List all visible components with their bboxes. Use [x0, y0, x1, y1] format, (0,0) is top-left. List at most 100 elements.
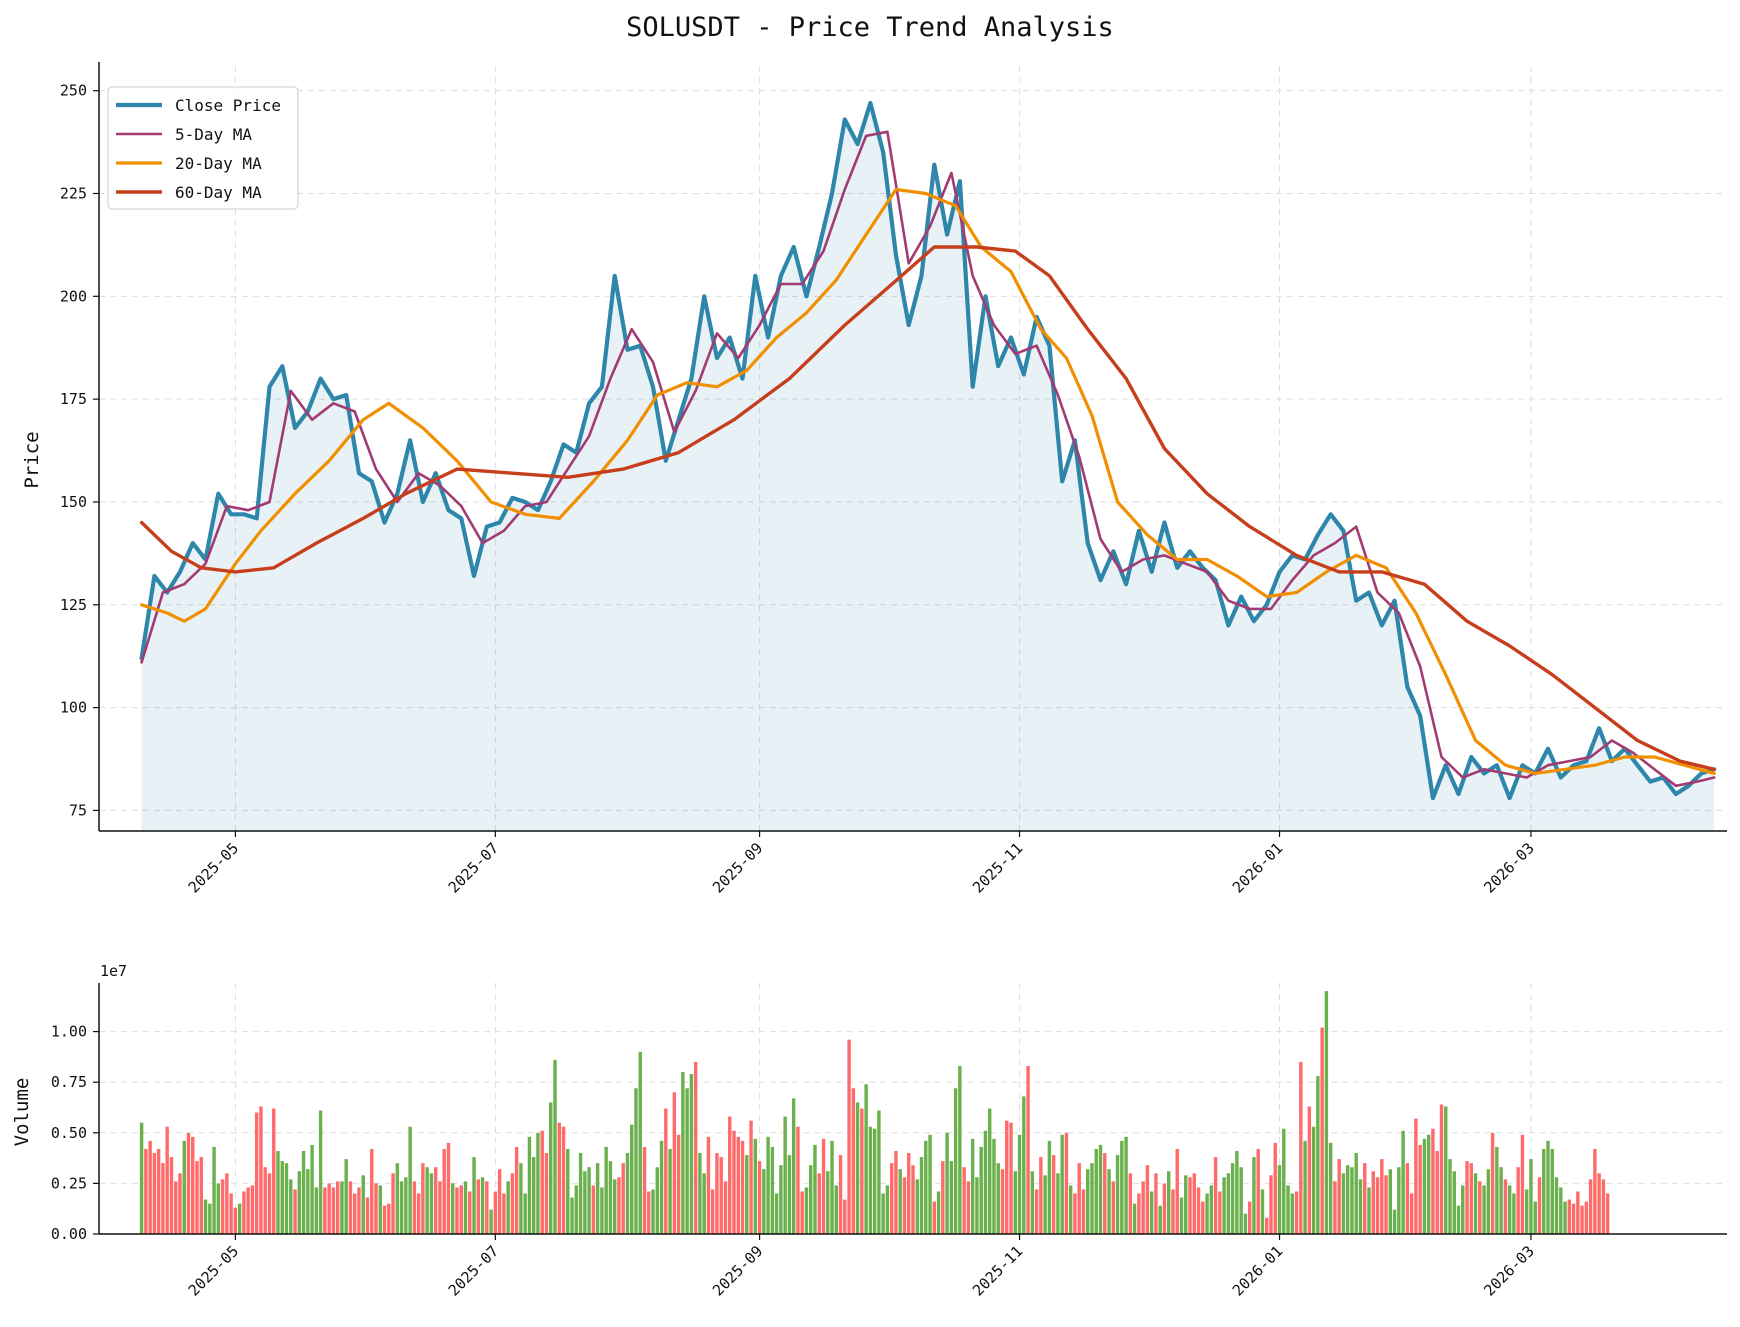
- volume-bar-down: [485, 1181, 489, 1234]
- volume-bar-down: [1371, 1171, 1375, 1234]
- volume-bar-down: [510, 1173, 515, 1234]
- volume-bar-down: [225, 1173, 229, 1234]
- price-y-tick-label: 175: [60, 390, 87, 408]
- volume-bar-down: [1605, 1193, 1610, 1234]
- volume-bar-down: [838, 1155, 843, 1234]
- volume-bar-down: [1439, 1104, 1444, 1234]
- volume-bar-up: [566, 1148, 570, 1234]
- volume-bar-up: [783, 1116, 787, 1234]
- volume-bar-up: [774, 1193, 779, 1234]
- volume-bar-down: [357, 1187, 361, 1234]
- volume-bar-up: [881, 1193, 885, 1234]
- volume-bar-up: [1507, 1185, 1512, 1234]
- volume-bar-up: [1486, 1169, 1491, 1234]
- price-x-ticks: 2025-05 2025-07 2025-09 2025-11 2026-01 2026-…: [185, 831, 1538, 897]
- volume-bar-up: [1022, 1096, 1026, 1234]
- volume-bar-up: [489, 1209, 493, 1234]
- volume-offset-label: 1e7: [100, 962, 127, 980]
- volume-bar-down: [907, 1153, 911, 1234]
- volume-bar-up: [996, 1163, 1000, 1234]
- price-y-ticks: 75 100 125 150 175 200 225 250: [60, 82, 99, 819]
- volume-bar-up: [787, 1155, 792, 1234]
- volume-bar-down: [894, 1151, 898, 1234]
- volume-bar-down: [1145, 1165, 1150, 1234]
- volume-bar-down: [1256, 1148, 1260, 1234]
- volume-bar-down: [642, 1146, 647, 1234]
- close-price-fill: [141, 103, 1715, 831]
- volume-bar-up: [404, 1177, 408, 1234]
- volume-bar-up: [1397, 1167, 1401, 1234]
- volume-bar-up: [1456, 1205, 1461, 1234]
- volume-bar-down: [1337, 1159, 1341, 1234]
- volume-bar-down: [327, 1183, 331, 1234]
- price-x-tick-label: 2026-01: [1229, 839, 1286, 896]
- volume-bar-up: [651, 1189, 655, 1234]
- price-y-tick-label: 225: [60, 185, 87, 203]
- volume-bar-up: [1529, 1159, 1533, 1234]
- volume-bar-up: [1452, 1171, 1456, 1234]
- volume-bar-down: [1265, 1217, 1269, 1234]
- legend-box: [107, 86, 299, 210]
- volume-y-tick-label: 0.25: [51, 1174, 87, 1192]
- volume-bar-up: [289, 1179, 293, 1234]
- volume-bar-down: [1141, 1181, 1145, 1234]
- volume-x-tick-label: 2026-03: [1480, 1242, 1537, 1299]
- volume-bar-up: [1252, 1157, 1256, 1234]
- volume-bar-up: [310, 1144, 314, 1234]
- volume-bar-down: [1384, 1175, 1388, 1234]
- volume-bar-up: [1226, 1173, 1231, 1234]
- volume-bar-up: [762, 1169, 766, 1234]
- volume-bar-down: [497, 1169, 502, 1234]
- volume-bar-up: [1550, 1148, 1554, 1234]
- price-axes: [98, 62, 1727, 832]
- volume-bar-down: [331, 1187, 336, 1234]
- volume-bar-down: [1580, 1205, 1584, 1234]
- volume-bar-down: [169, 1157, 174, 1234]
- volume-bar-up: [1047, 1140, 1052, 1234]
- volume-bar-down: [860, 1108, 864, 1234]
- price-y-tick-label: 75: [69, 801, 87, 819]
- volume-bar-up: [506, 1181, 510, 1234]
- volume-bar-down: [1409, 1193, 1414, 1234]
- volume-bar-up: [1017, 1134, 1022, 1234]
- volume-bar-down: [250, 1185, 255, 1234]
- volume-bar-down: [1469, 1163, 1473, 1234]
- volume-bar-down: [749, 1120, 753, 1234]
- volume-bar-down: [693, 1061, 698, 1234]
- volume-bar-down: [468, 1191, 472, 1234]
- volume-bar-down: [676, 1134, 681, 1234]
- volume-bar-up: [791, 1098, 796, 1234]
- volume-bar-down: [1478, 1181, 1482, 1234]
- volume-bar-up: [1559, 1187, 1563, 1234]
- volume-bar-up: [949, 1161, 954, 1234]
- volume-bar-up: [1392, 1209, 1397, 1234]
- volume-bar-down: [740, 1140, 745, 1234]
- volume-bar-down: [1597, 1173, 1601, 1234]
- volume-bar-up: [480, 1177, 485, 1234]
- volume-bar-up: [1354, 1153, 1358, 1234]
- volume-bar-down: [1137, 1193, 1141, 1234]
- volume-bar-up: [1367, 1187, 1371, 1234]
- volume-bar-down: [161, 1163, 165, 1234]
- price-y-tick-label: 125: [60, 596, 87, 614]
- volume-bar-up: [630, 1124, 634, 1234]
- volume-bar-down: [1520, 1134, 1525, 1234]
- volume-bar-down: [1051, 1155, 1056, 1234]
- volume-bar-up: [1282, 1128, 1286, 1234]
- volume-y-ticks: 0.00 0.25 0.50 0.75 1.00: [51, 1023, 99, 1243]
- volume-bar-up: [1546, 1140, 1550, 1234]
- volume-bar-up: [344, 1159, 348, 1234]
- volume-bar-up: [1230, 1163, 1235, 1234]
- volume-bar-up: [1388, 1169, 1393, 1234]
- legend: Close Price 5-Day MA 20-Day MA 60-Day MA: [107, 86, 299, 210]
- volume-bar-down: [1307, 1106, 1312, 1234]
- volume-bar-up: [766, 1136, 770, 1234]
- volume-bar-up: [297, 1171, 302, 1234]
- price-x-tick-label: 2025-07: [445, 839, 502, 896]
- volume-bar-up: [1090, 1163, 1094, 1234]
- volume-bar-up: [429, 1173, 434, 1234]
- volume-bar-up: [685, 1088, 689, 1234]
- volume-bar-down: [796, 1126, 800, 1234]
- volume-bar-down: [374, 1183, 378, 1234]
- volume-bar-down: [757, 1161, 762, 1234]
